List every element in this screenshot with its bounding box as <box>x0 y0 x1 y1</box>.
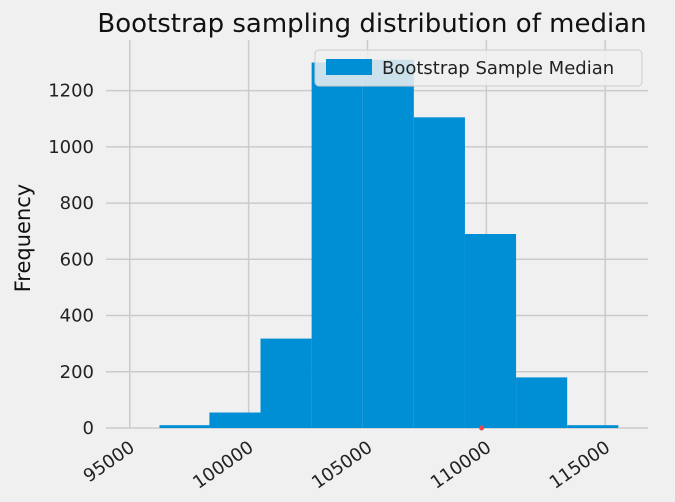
y-tick-label: 1200 <box>48 81 94 102</box>
histogram-bar <box>209 412 261 428</box>
histogram-bar <box>159 425 210 428</box>
y-tick-label: 800 <box>60 193 94 214</box>
chart-title: Bootstrap sampling distribution of media… <box>97 9 646 39</box>
y-tick-label: 400 <box>60 306 94 327</box>
legend: Bootstrap Sample Median <box>314 49 643 87</box>
y-tick-label: 0 <box>83 418 94 439</box>
marker-layer <box>479 425 485 431</box>
y-axis-label: Frequency <box>11 184 35 293</box>
histogram-bar <box>362 59 414 429</box>
marker-point <box>479 425 485 431</box>
y-tick-label: 200 <box>60 362 94 383</box>
legend-swatch <box>326 59 372 75</box>
y-tick-label: 1000 <box>48 137 94 158</box>
y-tick-label: 600 <box>60 249 94 270</box>
histogram-bar <box>413 117 465 428</box>
histogram-bar <box>464 234 517 428</box>
histogram-bar <box>311 62 363 429</box>
legend-box <box>314 49 643 87</box>
histogram-bar <box>567 425 619 428</box>
histogram-bar <box>516 377 568 428</box>
histogram-bars <box>159 59 619 429</box>
y-axis-ticks: 0 200 400 600 800 1000 1200 <box>48 81 94 439</box>
histogram-bar <box>260 338 312 428</box>
legend-label: Bootstrap Sample Median <box>382 58 614 79</box>
